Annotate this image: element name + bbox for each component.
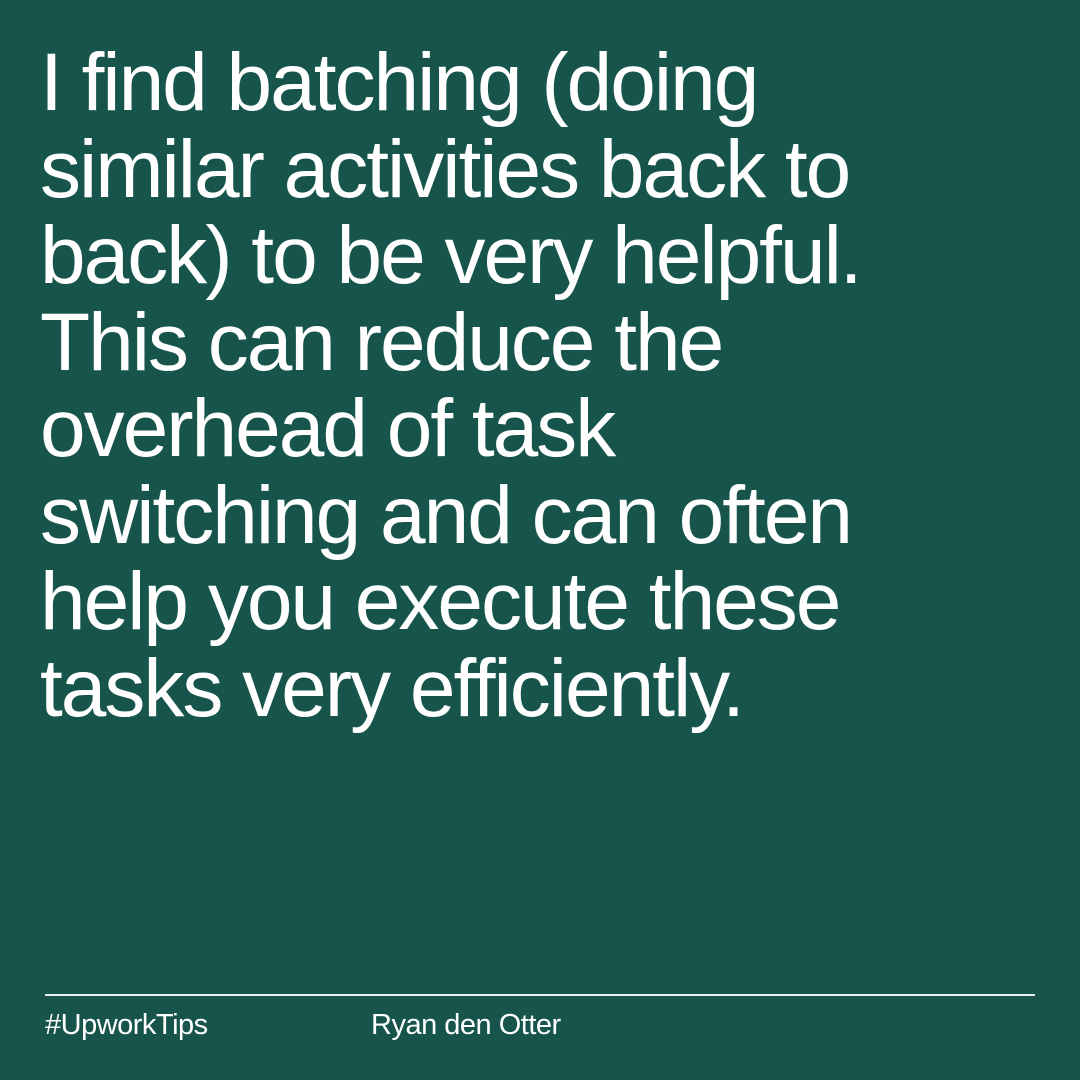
- author-name: Ryan den Otter: [371, 1009, 561, 1041]
- hashtag-label: #UpworkTips: [45, 1009, 208, 1041]
- quote-line: This can reduce the: [40, 296, 724, 388]
- quote-line: back) to be very helpful.: [40, 210, 863, 301]
- quote-line: tasks very efficiently.: [40, 642, 745, 734]
- quote-line: help you execute these: [40, 556, 841, 647]
- quote-line: switching and can often: [40, 469, 853, 561]
- quote-text: I find batching (doing similar activitie…: [40, 37, 1050, 734]
- footer-divider: [45, 994, 1035, 996]
- quote-line: I find batching (doing: [40, 37, 759, 128]
- quote-line: overhead of task: [40, 383, 616, 474]
- quote-line: similar activities back to: [40, 123, 851, 215]
